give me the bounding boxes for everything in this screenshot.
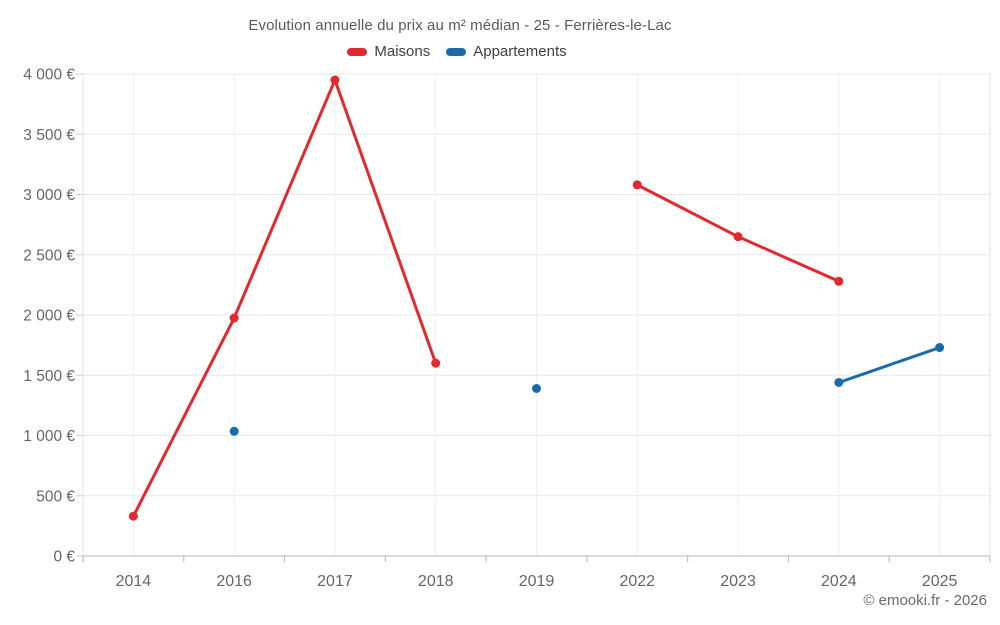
- chart-title: Evolution annuelle du prix au m² médian …: [248, 17, 672, 34]
- maisons-series-swatch-icon: [347, 47, 368, 56]
- x-axis-tick-label-2025: 2025: [922, 573, 958, 590]
- data-point-appartements-2025[interactable]: [935, 343, 945, 353]
- y-axis-tick-label: 2 000 €: [23, 308, 75, 325]
- x-axis-tick-label-2016: 2016: [216, 573, 252, 590]
- x-axis-tick-label-2018: 2018: [418, 573, 454, 590]
- x-axis-tick-label-2014: 2014: [116, 573, 152, 590]
- copyright-text: © emooki.fr - 2026: [863, 592, 987, 609]
- y-axis-tick-label: 4 000 €: [23, 67, 75, 84]
- legend-label-maisons: Maisons: [374, 43, 431, 60]
- y-axis-tick-label: 500 €: [36, 488, 75, 505]
- x-axis-tick-label-2017: 2017: [317, 573, 353, 590]
- data-point-appartements-2016[interactable]: [229, 426, 239, 436]
- x-axis-tick-label-2024: 2024: [821, 573, 857, 590]
- y-axis-tick-label: 3 000 €: [23, 187, 75, 204]
- series-line-appartements: [837, 346, 942, 384]
- appartements-series-swatch-icon: [446, 47, 467, 56]
- data-point-appartements-2019[interactable]: [532, 384, 541, 394]
- data-point-appartements-2024[interactable]: [834, 377, 844, 387]
- legend-label-appartements: Appartements: [473, 43, 567, 60]
- data-point-maisons-2018[interactable]: [431, 358, 441, 368]
- legend-item-maisons[interactable]: Maisons: [347, 43, 430, 60]
- data-point-maisons-2022[interactable]: [632, 180, 642, 190]
- x-axis-tick-label-2023: 2023: [720, 573, 756, 590]
- series-line-maisons: [131, 78, 438, 518]
- y-axis-tick-label: 2 500 €: [23, 247, 75, 264]
- y-axis-tick-label: 1 500 €: [23, 368, 75, 385]
- x-axis-tick-label-2019: 2019: [519, 573, 555, 590]
- data-point-maisons-2017[interactable]: [330, 75, 340, 85]
- data-point-maisons-2024[interactable]: [834, 276, 844, 286]
- legend-item-appartements[interactable]: Appartements: [446, 43, 567, 60]
- x-axis-tick-label-2022: 2022: [619, 573, 655, 590]
- y-axis-tick-label: 0 €: [53, 549, 75, 566]
- data-point-maisons-2016[interactable]: [229, 313, 239, 323]
- y-axis-tick-label: 3 500 €: [23, 127, 75, 144]
- data-point-maisons-2023[interactable]: [733, 232, 743, 242]
- chart-legend: Maisons Appartements: [0, 43, 914, 60]
- y-axis-tick-label: 1 000 €: [23, 428, 75, 445]
- data-point-maisons-2014[interactable]: [128, 511, 138, 521]
